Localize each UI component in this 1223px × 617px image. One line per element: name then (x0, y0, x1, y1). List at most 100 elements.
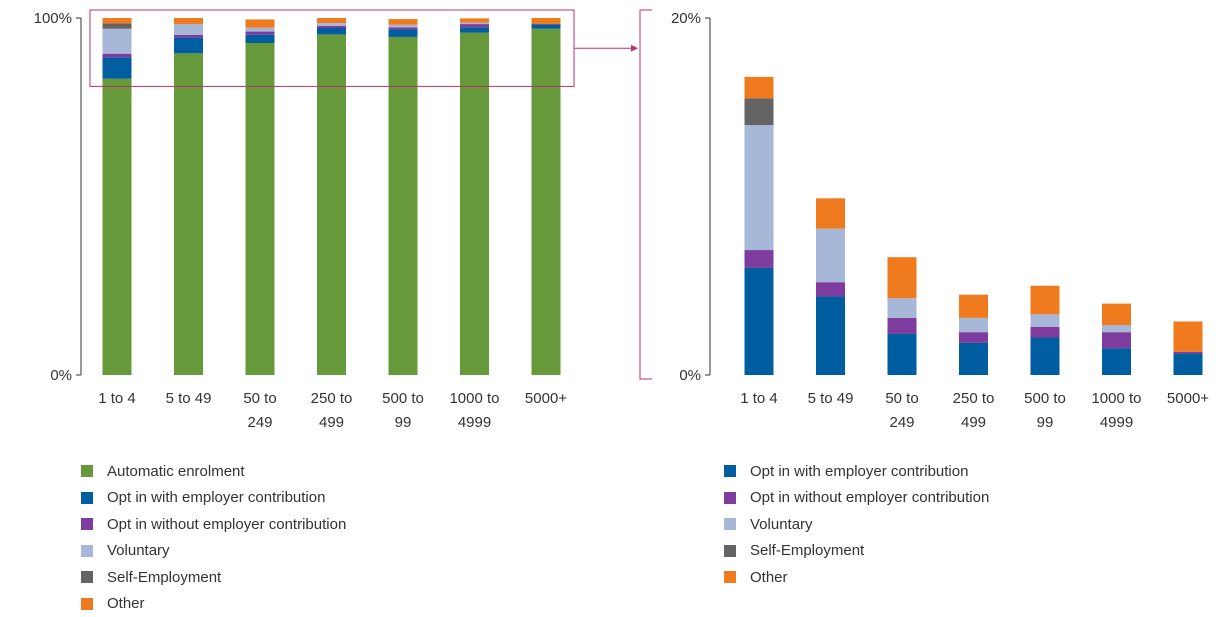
left-bar-segment (317, 26, 346, 28)
legend-swatch (81, 465, 93, 477)
right-legend-item: Other (724, 564, 989, 591)
legend-label: Self-Employment (107, 569, 221, 586)
left-x-tick-label: 99 (395, 414, 412, 431)
legend-swatch (724, 492, 736, 504)
legend-label: Automatic enrolment (107, 463, 245, 480)
right-bar-segment (959, 343, 988, 375)
right-bar-segment (1102, 325, 1131, 332)
left-bar-segment (103, 79, 132, 375)
left-legend-item: Automatic enrolment (81, 458, 346, 485)
legend-swatch (81, 545, 93, 557)
right-bar-segment (959, 318, 988, 332)
legend-label: Opt in without employer contribution (750, 489, 989, 506)
left-bar-segment (174, 18, 203, 24)
left-legend-item: Other (81, 591, 346, 617)
zoom-bracket (640, 10, 652, 379)
left-bar-segment (103, 23, 132, 28)
left-bar-segment (317, 23, 346, 26)
left-bar-segment (317, 18, 346, 23)
left-x-tick-label: 5000+ (525, 390, 567, 407)
right-bar-segment (745, 98, 774, 125)
right-bar-segment (959, 332, 988, 343)
legend-label: Opt in with employer contribution (107, 489, 325, 506)
legend-swatch (81, 571, 93, 583)
right-bar-segment (888, 334, 917, 375)
left-bar-segment (103, 54, 132, 58)
left-bar-segment (460, 27, 489, 32)
right-legend-item: Opt in without employer contribution (724, 485, 989, 512)
left-bar-segment (246, 32, 275, 35)
right-x-tick-label: 99 (1037, 414, 1054, 431)
left-bar-segment (460, 23, 489, 24)
legend-label: Voluntary (750, 516, 813, 533)
right-x-tick-label: 1000 to (1091, 390, 1141, 407)
right-bar-segment (745, 125, 774, 250)
right-x-tick-label: 1 to 4 (740, 390, 778, 407)
legend-swatch (81, 518, 93, 530)
left-x-tick-label: 249 (247, 414, 272, 431)
left-bar-segment (389, 29, 418, 36)
right-bar-segment (1102, 348, 1131, 375)
left-x-tick-label: 500 to (382, 390, 424, 407)
left-x-tick-label: 50 to (243, 390, 276, 407)
left-bar-segment (532, 29, 561, 375)
right-bar-segment (1102, 332, 1131, 348)
right-bar-segment (816, 282, 845, 296)
left-x-tick-label: 1000 to (449, 390, 499, 407)
right-bar-segment (745, 268, 774, 375)
right-x-tick-label: 4999 (1100, 414, 1133, 431)
left-bar-segment (246, 28, 275, 32)
left-bar-segment (103, 18, 132, 23)
right-bar-segment (1031, 314, 1060, 326)
right-bar-segment (1031, 327, 1060, 338)
left-bar-segment (174, 35, 203, 38)
right-bar-segment (888, 298, 917, 318)
right-x-tick-label: 5 to 49 (808, 390, 854, 407)
right-bar-segment (816, 198, 845, 228)
left-bar-segment (246, 35, 275, 43)
left-bar-segment (103, 57, 132, 78)
right-bar-segment (888, 318, 917, 334)
left-bar-segment (389, 37, 418, 375)
right-bar-segment (959, 295, 988, 318)
left-bar-segment (246, 43, 275, 375)
right-bar-segment (745, 250, 774, 268)
left-bar-segment (246, 19, 275, 27)
legend-swatch (81, 492, 93, 504)
left-x-tick-label: 250 to (311, 390, 353, 407)
left-bar-segment (174, 24, 203, 35)
right-x-tick-label: 500 to (1024, 390, 1066, 407)
left-bar-segment (389, 25, 418, 27)
right-bar-segment (816, 296, 845, 375)
right-x-tick-label: 5000+ (1167, 390, 1209, 407)
legend-right: Opt in with employer contribution Opt in … (724, 458, 989, 591)
left-x-tick-label: 4999 (458, 414, 491, 431)
legend-left: Automatic enrolment Opt in with employer … (81, 458, 346, 617)
left-legend-item: Voluntary (81, 538, 346, 565)
legend-label: Self-Employment (750, 542, 864, 559)
right-bar-segment (1174, 352, 1203, 354)
left-y-tick-label: 100% (34, 10, 72, 27)
right-bar-segment (816, 229, 845, 283)
left-legend-item: Opt in without employer contribution (81, 511, 346, 538)
right-y-tick-label: 20% (671, 10, 701, 27)
left-bar-segment (532, 24, 561, 28)
legend-label: Opt in with employer contribution (750, 463, 968, 480)
left-bar-segment (460, 24, 489, 27)
legend-swatch (724, 571, 736, 583)
legend-label: Other (750, 569, 788, 586)
right-bar-segment (745, 77, 774, 98)
left-bar-segment (174, 38, 203, 54)
right-legend-item: Self-Employment (724, 538, 989, 565)
legend-label: Other (107, 595, 145, 612)
legend-label: Voluntary (107, 542, 170, 559)
right-bar-segment (888, 257, 917, 298)
left-bar-segment (317, 28, 346, 34)
right-bar-segment (1174, 354, 1203, 375)
right-legend-item: Opt in with employer contribution (724, 458, 989, 485)
left-bar-segment (460, 18, 489, 22)
right-bar-segment (1031, 286, 1060, 315)
left-x-tick-label: 1 to 4 (98, 390, 136, 407)
right-bar-segment (1174, 321, 1203, 351)
left-x-tick-label: 5 to 49 (166, 390, 212, 407)
